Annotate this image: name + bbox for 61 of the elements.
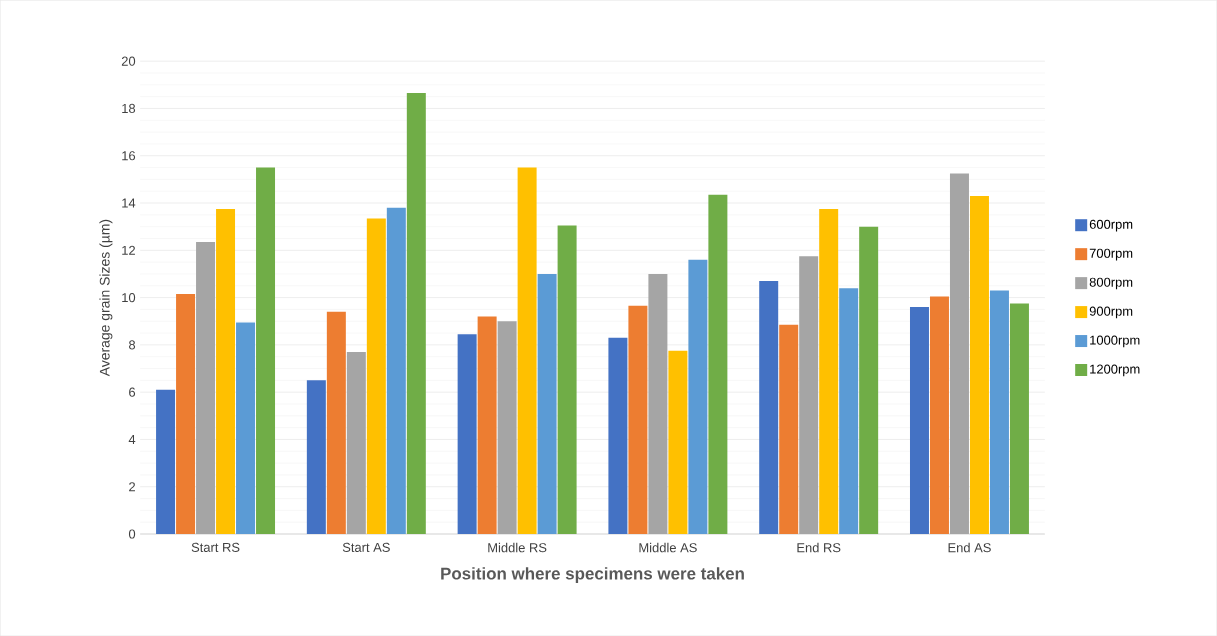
y-tick-label: 0 (128, 529, 136, 539)
bar (759, 280, 779, 534)
bar (648, 273, 668, 534)
bar (1009, 303, 1029, 534)
bar (909, 306, 929, 534)
bar (969, 195, 989, 534)
y-tick-label: 8 (129, 340, 136, 350)
bar (839, 288, 859, 534)
bar (326, 311, 346, 534)
bar (236, 322, 256, 534)
y-tick-label: 4 (128, 434, 136, 444)
y-tick-label: 10 (122, 292, 136, 303)
bar (196, 241, 216, 534)
bar (779, 324, 799, 534)
y-tick-label: 14 (122, 198, 136, 208)
bar (819, 208, 839, 534)
x-tick-label: Start AS (342, 542, 390, 552)
y-tick-label: 12 (122, 245, 135, 255)
bar (688, 259, 708, 534)
x-tick-label: Middle RS (488, 542, 547, 553)
legend-label: 600rpm (1089, 219, 1133, 232)
legend-label: 800rpm (1089, 277, 1133, 290)
x-tick-label: Middle AS (639, 542, 697, 553)
bar (929, 296, 949, 534)
bar (949, 173, 969, 534)
bar (306, 380, 326, 534)
y-tick-label: 6 (129, 387, 136, 397)
x-axis-title: Position where specimens were taken (441, 567, 744, 583)
legend-label: 900rpm (1089, 306, 1133, 319)
bar (216, 208, 236, 534)
y-axis-title: Average grain Sizes (µm) (99, 219, 113, 377)
x-tick-label: End AS (948, 542, 991, 553)
y-tick-label: 20 (121, 56, 136, 66)
bar (668, 350, 688, 534)
bar (799, 256, 819, 534)
bar (176, 293, 196, 534)
bar (557, 225, 577, 534)
bar (537, 273, 557, 534)
bar (457, 334, 477, 534)
legend-label: 700rpm (1089, 248, 1133, 261)
legend-label: 1000rpm (1090, 335, 1140, 348)
bar (346, 351, 366, 534)
bar (628, 305, 648, 534)
y-tick-label: 16 (122, 151, 136, 161)
bar (497, 321, 517, 534)
bar (386, 207, 406, 534)
bar (256, 167, 276, 534)
bar (366, 218, 386, 534)
y-tick-label: 18 (122, 103, 136, 113)
x-tick-label: Start RS (191, 542, 240, 552)
bar (156, 389, 176, 534)
bar (859, 226, 879, 534)
bar (477, 316, 497, 534)
bar (406, 93, 426, 534)
bar (708, 194, 728, 534)
bar (989, 290, 1009, 534)
y-tick-label: 2 (129, 482, 135, 492)
x-tick-label: End RS (797, 542, 841, 553)
legend-label: 1200rpm (1090, 364, 1140, 377)
bar (517, 167, 537, 534)
bar (608, 337, 628, 534)
